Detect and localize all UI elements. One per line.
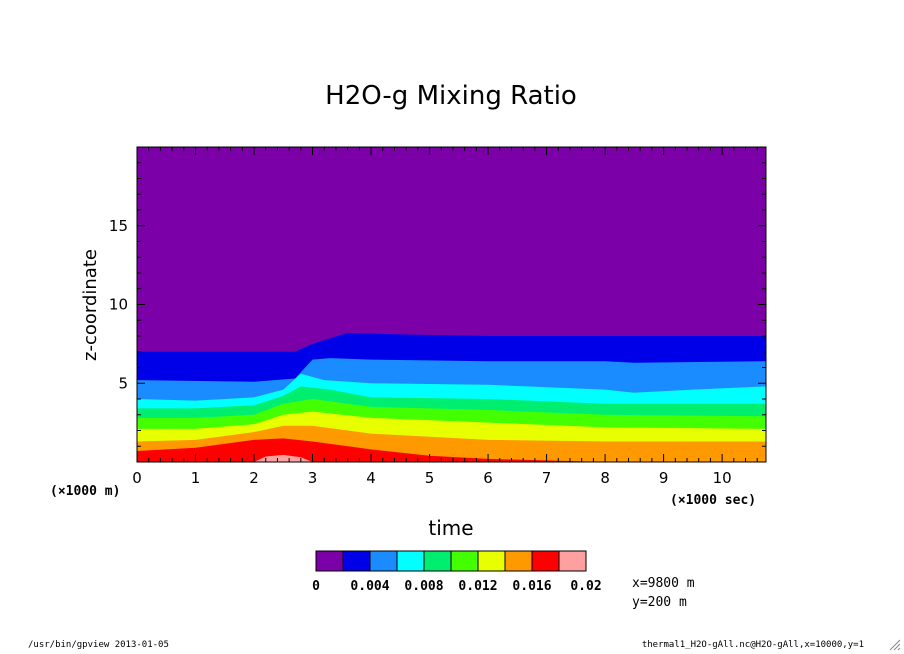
x-axis: 0 1 2 3 4 5 6 7 8 9 10 <box>132 147 758 487</box>
y-tick-label: 15 <box>109 217 128 235</box>
x-axis-label: time <box>428 516 473 540</box>
y-tick-label: 10 <box>109 296 128 314</box>
x-tick-label: 2 <box>249 469 259 487</box>
colorbar-swatch <box>342 550 371 572</box>
colorbar <box>315 550 587 572</box>
x-tick-label: 10 <box>713 469 732 487</box>
x-tick-label: 7 <box>542 469 552 487</box>
footer-command: /usr/bin/gpview 2013-01-05 <box>28 640 169 650</box>
resize-grip-icon[interactable] <box>889 639 901 651</box>
annotation-y-position: y=200 m <box>632 595 687 610</box>
y-axis: 5 10 15 <box>109 162 766 447</box>
contour-band-8 <box>137 438 766 462</box>
colorbar-swatch <box>315 550 344 572</box>
colorbar-swatch <box>396 550 425 572</box>
x-tick-label: 5 <box>425 469 435 487</box>
colorbar-labels: 0 0.004 0.008 0.012 0.016 0.02 <box>312 579 602 594</box>
x-tick-label: 9 <box>659 469 669 487</box>
colorbar-swatch <box>450 550 479 572</box>
y-axis-label: z-coordinate <box>80 249 101 361</box>
colorbar-swatch <box>423 550 452 572</box>
colorbar-swatch <box>369 550 398 572</box>
footer-source: thermal1_H2O-gAll.nc@H2O-gAll,x=10000,y=… <box>641 640 864 650</box>
plot-area <box>137 147 766 462</box>
x-tick-label: 0 <box>132 469 142 487</box>
x-tick-label: 8 <box>600 469 610 487</box>
colorbar-swatch <box>504 550 533 572</box>
colorbar-label: 0.012 <box>458 579 497 594</box>
contour-band-9 <box>137 454 313 462</box>
colorbar-label: 0.008 <box>404 579 443 594</box>
colorbar-label: 0.016 <box>512 579 551 594</box>
x-axis-unit: (×1000 sec) <box>670 493 756 508</box>
colorbar-label: 0.02 <box>570 579 601 594</box>
chart-title: H2O-g Mixing Ratio <box>325 81 577 111</box>
colorbar-label: 0.004 <box>350 579 389 594</box>
colorbar-swatch <box>531 550 560 572</box>
x-tick-label: 3 <box>308 469 318 487</box>
y-tick-label: 5 <box>118 374 128 392</box>
x-tick-label: 1 <box>191 469 201 487</box>
annotation-x-position: x=9800 m <box>632 576 695 591</box>
x-tick-label: 6 <box>483 469 493 487</box>
colorbar-swatch <box>477 550 506 572</box>
y-axis-unit: (×1000 m) <box>50 484 120 499</box>
x-tick-label: 4 <box>366 469 376 487</box>
colorbar-label: 0 <box>312 579 320 594</box>
colorbar-swatch <box>558 550 587 572</box>
